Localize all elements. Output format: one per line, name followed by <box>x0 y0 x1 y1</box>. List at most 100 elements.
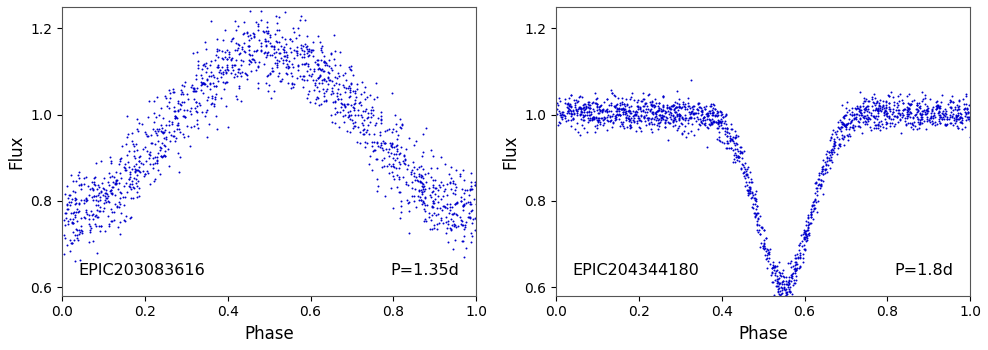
Point <box>852 108 867 114</box>
Point <box>299 34 315 39</box>
Point <box>237 50 253 55</box>
Point <box>768 277 783 283</box>
Point <box>158 135 174 140</box>
Point <box>442 201 457 206</box>
Point <box>872 105 888 111</box>
Point <box>58 216 74 221</box>
Point <box>124 182 139 187</box>
Point <box>586 106 602 112</box>
Point <box>641 91 657 97</box>
Point <box>813 177 829 183</box>
Point <box>926 112 942 118</box>
Point <box>592 107 608 112</box>
Point <box>69 206 85 211</box>
Point <box>758 235 774 241</box>
Point <box>889 114 905 120</box>
Point <box>280 65 295 70</box>
Point <box>282 36 297 42</box>
Point <box>629 104 645 110</box>
Point <box>897 115 913 120</box>
Point <box>767 299 782 305</box>
Point <box>617 102 632 107</box>
Point <box>743 180 759 185</box>
Point <box>711 119 727 124</box>
Point <box>564 111 580 117</box>
Point <box>935 116 950 121</box>
Point <box>662 114 678 120</box>
Point <box>678 116 694 121</box>
Point <box>200 107 215 112</box>
Point <box>738 179 754 184</box>
Point <box>309 57 325 63</box>
Point <box>589 101 605 106</box>
Point <box>62 237 78 243</box>
Point <box>158 136 174 142</box>
Point <box>756 227 772 233</box>
Point <box>655 116 671 122</box>
Point <box>168 114 184 119</box>
Point <box>644 116 660 121</box>
Point <box>738 172 754 177</box>
Point <box>108 169 124 175</box>
Point <box>551 119 567 125</box>
Point <box>657 119 673 125</box>
Point <box>826 149 842 155</box>
Point <box>858 118 873 124</box>
Point <box>579 109 595 115</box>
Point <box>944 98 959 104</box>
Point <box>331 74 347 79</box>
Point <box>859 96 874 102</box>
Point <box>914 117 930 122</box>
Point <box>618 104 633 109</box>
Point <box>370 140 385 145</box>
Point <box>666 103 682 108</box>
Point <box>219 56 235 61</box>
Point <box>176 113 192 119</box>
Point <box>557 115 573 121</box>
Point <box>81 212 97 217</box>
Point <box>437 205 453 210</box>
Point <box>335 72 351 78</box>
Point <box>864 113 880 119</box>
Point <box>73 215 89 220</box>
Point <box>595 107 611 113</box>
Point <box>73 182 89 187</box>
Point <box>187 97 203 102</box>
Point <box>615 119 630 125</box>
Point <box>621 116 637 122</box>
Point <box>371 130 387 135</box>
Point <box>235 32 251 37</box>
Point <box>870 106 886 112</box>
Point <box>300 61 316 67</box>
Point <box>416 206 432 211</box>
Point <box>292 18 308 23</box>
Point <box>841 126 857 132</box>
Point <box>216 80 232 86</box>
Point <box>630 113 646 118</box>
Point <box>76 200 92 205</box>
Point <box>447 210 462 215</box>
Point <box>815 166 831 172</box>
Point <box>884 112 900 117</box>
Point <box>604 100 619 105</box>
Point <box>650 103 666 109</box>
Point <box>320 81 336 86</box>
Point <box>65 217 81 222</box>
Point <box>775 279 790 284</box>
Point <box>824 159 840 164</box>
Point <box>815 191 831 196</box>
Point <box>570 98 586 103</box>
Point <box>67 259 83 264</box>
Point <box>141 99 157 104</box>
Point <box>220 52 236 57</box>
Point <box>426 222 442 228</box>
Point <box>879 113 895 118</box>
Point <box>442 204 457 210</box>
Point <box>100 198 116 204</box>
Point <box>567 126 583 132</box>
Point <box>582 112 598 118</box>
Point <box>757 243 773 248</box>
Point <box>837 116 853 121</box>
Point <box>317 59 333 65</box>
Point <box>608 104 623 109</box>
